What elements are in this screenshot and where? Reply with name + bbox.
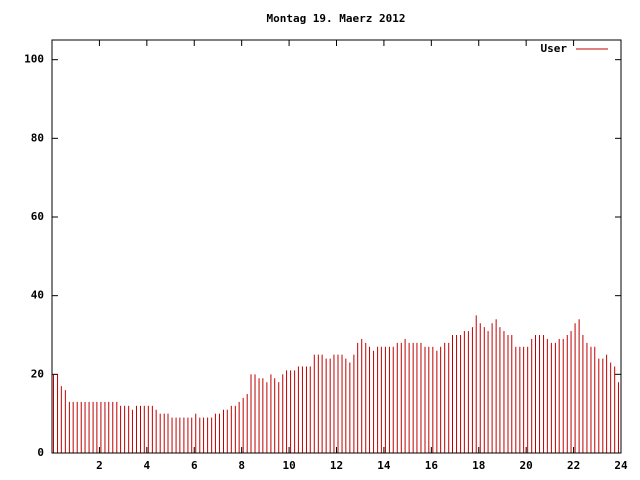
x-tick-label: 22 [567, 459, 580, 472]
x-tick-label: 20 [520, 459, 533, 472]
y-tick-label: 0 [37, 446, 44, 459]
legend-label: User [541, 42, 568, 55]
y-tick-label: 20 [31, 367, 44, 380]
y-tick-label: 80 [31, 131, 44, 144]
x-tick-label: 24 [614, 459, 628, 472]
x-tick-label: 14 [377, 459, 391, 472]
y-tick-label: 100 [24, 53, 44, 66]
x-tick-label: 2 [96, 459, 103, 472]
plot-border [51, 39, 622, 454]
y-tick-label: 60 [31, 210, 44, 223]
x-tick-label: 6 [191, 459, 198, 472]
chart-title: Montag 19. Maerz 2012 [266, 12, 405, 25]
x-tick-label: 8 [238, 459, 245, 472]
x-tick-label: 16 [425, 459, 439, 472]
x-tick-label: 4 [144, 459, 151, 472]
y-tick-label: 40 [31, 289, 44, 302]
x-tick-label: 12 [330, 459, 343, 472]
x-tick-label: 10 [282, 459, 295, 472]
x-tick-label: 18 [472, 459, 485, 472]
